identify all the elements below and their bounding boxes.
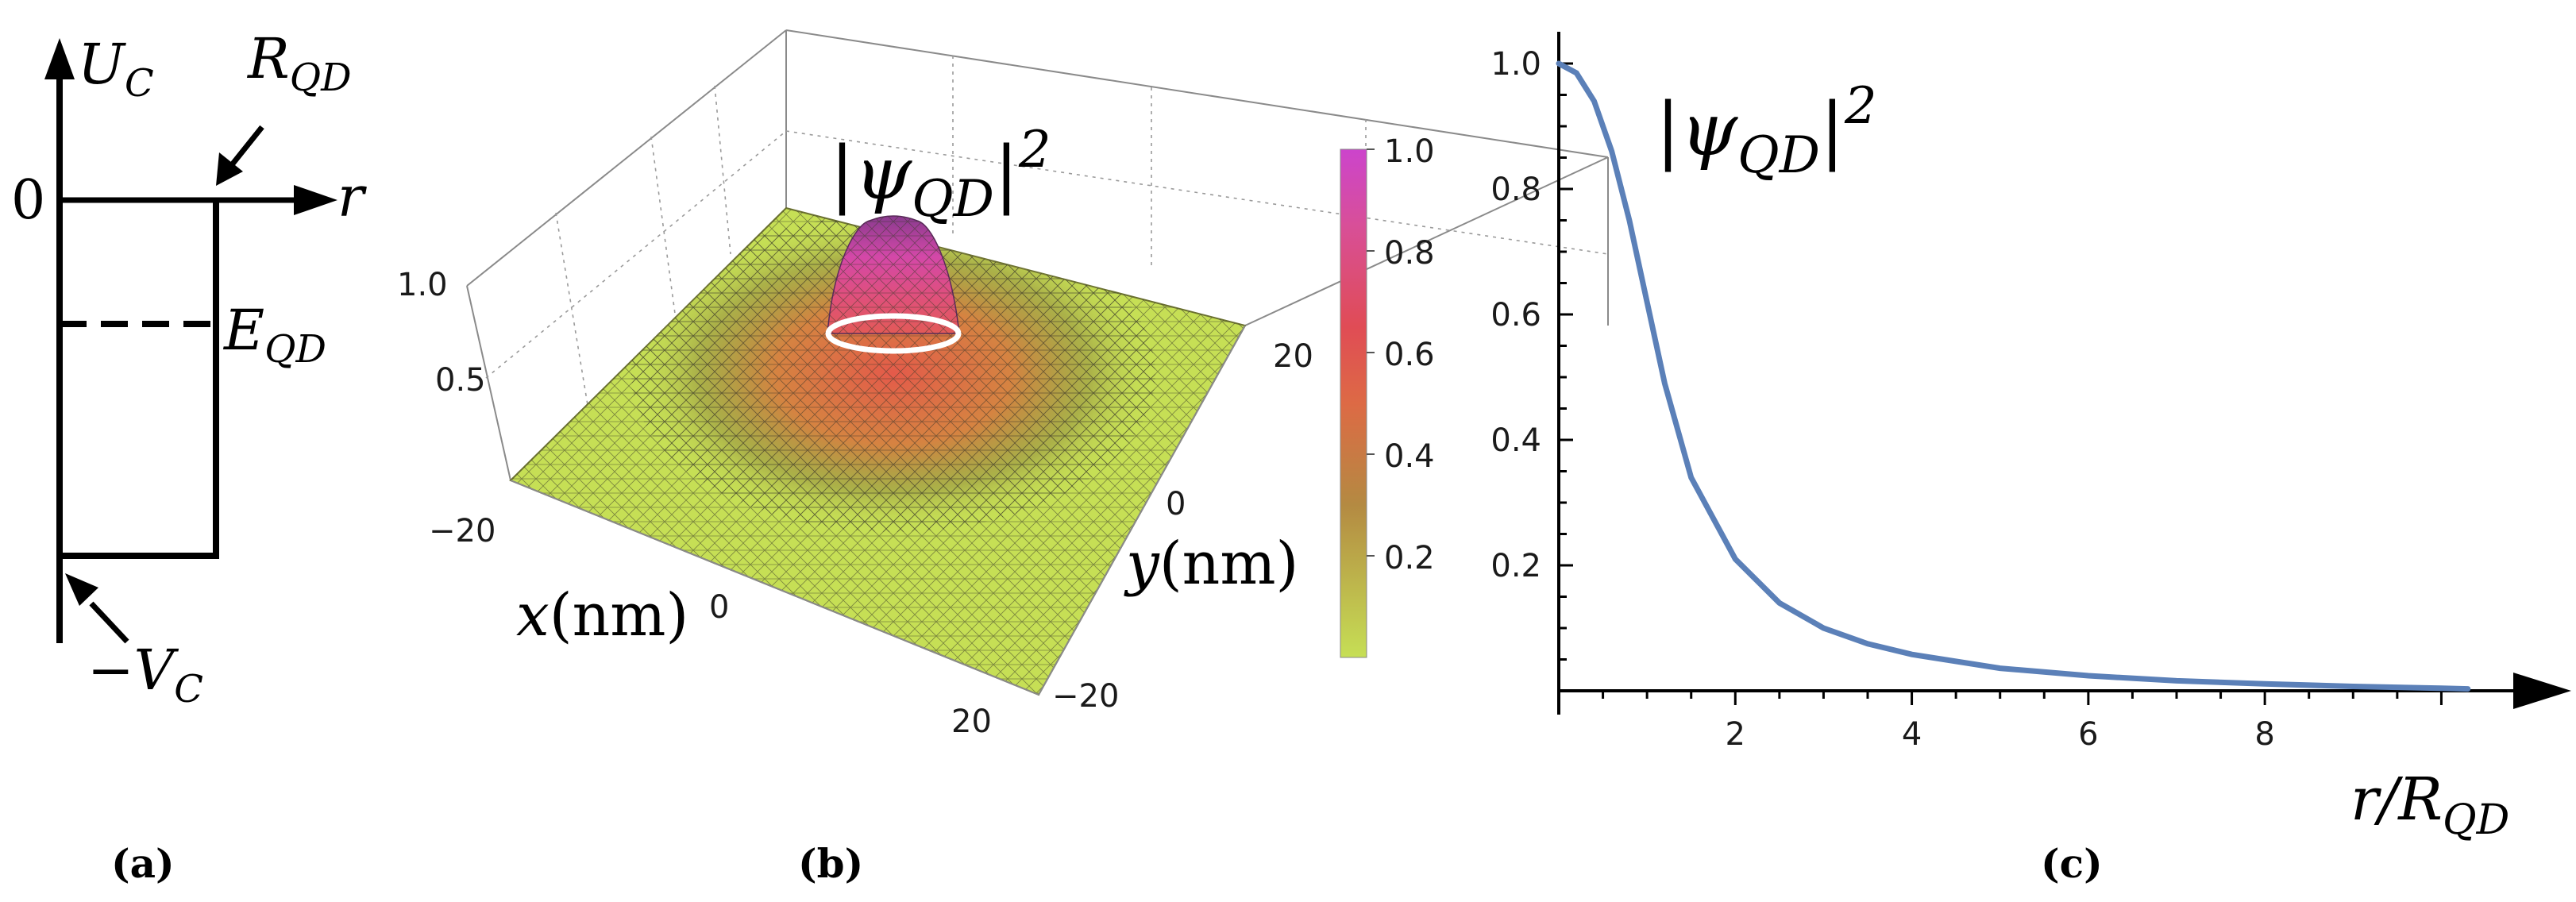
panel-b-title: |ψQD|2 xyxy=(830,121,1051,229)
colorbar-tick: 1.0 xyxy=(1384,133,1435,170)
colorbar xyxy=(1340,148,1367,658)
panel-a-energy-label: EQD xyxy=(222,298,326,372)
surface-dome-mesh xyxy=(827,216,959,333)
panel-b: |ψQD|2 1.0 0.5 −20 0 20 20 0 −20 x(nm) y… xyxy=(397,29,1609,887)
panel-c-label: (c) xyxy=(2041,840,2103,887)
panel-c-x-arrowhead xyxy=(2513,673,2571,709)
colorbar-tick: 0.8 xyxy=(1384,235,1435,272)
y-tick: −20 xyxy=(1052,678,1119,715)
colorbar-ticks xyxy=(1367,148,1375,557)
panel-a: UC 0 r RQD EQD −VC (a) xyxy=(11,26,367,887)
z-tick: 1.0 xyxy=(397,267,448,303)
panel-c: 2 4 6 8 0.2 0.4 0.6 0.8 1.0 |ψQD|2 r/RQD (c) xyxy=(1490,32,2571,887)
y-tick: 20 xyxy=(1273,338,1313,375)
y-tick-label: 0.8 xyxy=(1490,172,1541,208)
y-tick-label: 1.0 xyxy=(1490,46,1541,83)
colorbar-tick: 0.4 xyxy=(1384,438,1435,475)
panel-b-label: (b) xyxy=(798,840,863,887)
z-tick: 0.5 xyxy=(435,362,486,399)
radius-contour-ring xyxy=(825,313,962,354)
panel-a-ylabel: UC xyxy=(78,32,154,106)
x-tick-label: 4 xyxy=(1902,716,1922,753)
x-tick: 20 xyxy=(951,703,992,740)
panel-c-title: |ψQD|2 xyxy=(1656,77,1877,185)
surface-mesh-overlay xyxy=(631,214,1155,532)
panel-a-depth-label: −VC xyxy=(87,638,203,711)
radius-pointer-line xyxy=(228,125,264,169)
x-tick-label: 6 xyxy=(2078,716,2098,753)
potential-well xyxy=(60,200,219,559)
radius-pointer-head xyxy=(216,152,243,186)
surface-box xyxy=(466,29,1609,481)
x-tick-label: 2 xyxy=(1726,716,1745,753)
panel-c-curve xyxy=(1556,60,2471,692)
panel-b-xlabel: x(nm) xyxy=(516,581,688,650)
panel-c-xlabel: r/RQD xyxy=(2350,765,2509,844)
panel-a-label: (a) xyxy=(111,840,175,887)
panel-b-ylabel: y(nm) xyxy=(1124,530,1298,598)
panel-a-r-label: r xyxy=(337,164,367,229)
x-tick: 0 xyxy=(709,589,729,626)
y-tick: 0 xyxy=(1166,486,1186,522)
depth-pointer-line xyxy=(89,601,129,644)
colorbar-tick: 0.6 xyxy=(1384,337,1435,373)
panel-a-radius-label: RQD xyxy=(246,26,352,100)
panel-a-zero-label: 0 xyxy=(11,169,45,232)
panel-a-y-arrowhead xyxy=(44,38,75,79)
colorbar-tick: 0.2 xyxy=(1384,540,1435,576)
y-tick-label: 0.6 xyxy=(1490,297,1541,333)
y-tick-label: 0.4 xyxy=(1490,422,1541,459)
x-tick: −20 xyxy=(429,513,496,549)
x-tick-label: 8 xyxy=(2254,716,2274,753)
y-tick-label: 0.2 xyxy=(1490,548,1541,584)
depth-pointer-head xyxy=(65,573,98,606)
panel-a-r-arrowhead xyxy=(294,185,337,215)
